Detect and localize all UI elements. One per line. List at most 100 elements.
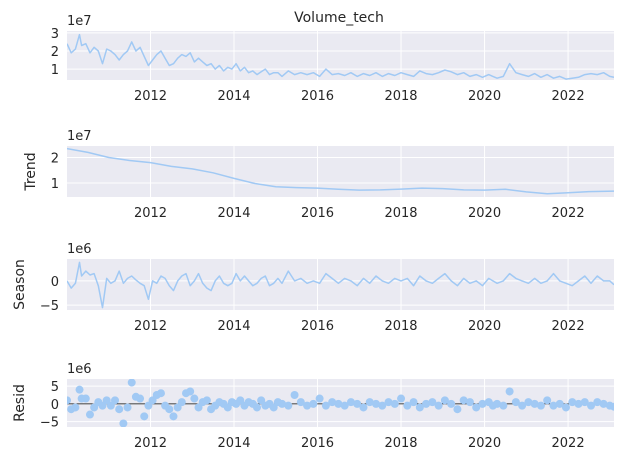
resid-point (459, 396, 468, 405)
resid-point (472, 403, 481, 412)
series-observed (67, 33, 614, 80)
x-tick-label: 2012 (134, 206, 167, 221)
resid-point (328, 398, 337, 407)
resid-point (384, 398, 393, 407)
plot-area-trend (67, 146, 614, 197)
x-tick-label: 2016 (301, 89, 334, 104)
resid-point (434, 401, 443, 410)
y-tick-label: 2 (51, 151, 59, 166)
resid-point (315, 394, 324, 403)
resid-point (290, 391, 299, 399)
resid-point (303, 401, 312, 410)
resid-point (278, 399, 287, 408)
y-tick-label: 0 (51, 398, 59, 413)
resid-point (440, 396, 449, 405)
series-seasonal (67, 261, 614, 309)
x-tick-label: 2022 (552, 206, 585, 221)
x-tick-label: 2020 (468, 89, 501, 104)
x-tick-label: 2014 (217, 436, 250, 451)
resid-point (536, 401, 545, 410)
resid-point (409, 398, 418, 407)
resid-point (610, 402, 614, 411)
x-tick-label: 2016 (301, 206, 334, 221)
resid-point (123, 403, 132, 412)
resid-point (543, 396, 552, 405)
x-tick-label: 2020 (468, 206, 501, 221)
x-tick-label: 2022 (552, 319, 585, 334)
resid-point (447, 399, 456, 408)
series-line-seasonal (67, 261, 614, 309)
x-tick-label: 2020 (468, 436, 501, 451)
offset-label: 1e7 (67, 14, 92, 29)
resid-point (346, 398, 355, 407)
x-tick-label: 2018 (384, 89, 417, 104)
resid-point (465, 398, 474, 407)
resid-point (478, 399, 487, 408)
chart-title: Volume_tech (294, 10, 384, 26)
resid-point (511, 398, 520, 407)
resid-point (371, 399, 380, 408)
series-resid (67, 379, 614, 427)
y-tick-label: −5 (40, 416, 59, 431)
resid-point (580, 398, 589, 407)
resid-point (296, 398, 305, 407)
y-axis-label: Trend (23, 152, 39, 191)
x-tick-label: 2012 (134, 89, 167, 104)
y-tick-label: 2 (51, 45, 59, 60)
x-tick-label: 2022 (552, 436, 585, 451)
resid-point (67, 396, 71, 405)
resid-point (309, 399, 318, 408)
y-tick-label: 5 (51, 380, 59, 395)
x-tick-label: 2014 (217, 319, 250, 334)
resid-point (587, 401, 596, 410)
resid-point (115, 405, 124, 414)
resid-point (428, 398, 437, 407)
resid-point (136, 394, 145, 403)
x-tick-label: 2022 (552, 89, 585, 104)
resid-point (397, 394, 406, 403)
resid-point (202, 396, 211, 405)
x-tick-label: 2020 (468, 319, 501, 334)
offset-label: 1e6 (67, 242, 92, 257)
resid-point (524, 398, 533, 407)
resid-point (568, 398, 577, 407)
panel-trend: 1 2 1e7 Trend 2012 2014 2016 2018 2020 2022 (23, 129, 614, 221)
resid-point (111, 396, 120, 405)
resid-point (505, 387, 514, 396)
y-axis-label: Season (12, 259, 28, 310)
resid-point (493, 399, 502, 408)
y-axis-label: Resid (12, 384, 28, 422)
resid-point (415, 403, 424, 412)
resid-point (284, 401, 293, 410)
panel-seasonal: −5 0 1e6 Season 2012 2014 2016 2018 2020 2022 (12, 242, 614, 334)
resid-point (340, 401, 349, 410)
resid-point (549, 401, 558, 410)
y-tick-label: 3 (51, 27, 59, 42)
x-tick-label: 2016 (301, 436, 334, 451)
resid-point (599, 399, 608, 408)
resid-point (190, 394, 199, 403)
resid-point (365, 398, 374, 407)
y-tick-label: 1 (51, 177, 59, 192)
x-tick-label: 2014 (217, 206, 250, 221)
series-trend (67, 147, 614, 195)
offset-label: 1e6 (67, 362, 92, 377)
resid-point (156, 389, 165, 398)
resid-point (390, 399, 399, 408)
plot-area-seasonal (67, 259, 614, 310)
resid-point (165, 405, 174, 414)
resid-point (574, 399, 583, 408)
x-tick-label: 2016 (301, 319, 334, 334)
resid-point (518, 401, 527, 410)
resid-point (353, 399, 362, 408)
resid-point (81, 394, 90, 403)
series-line-observed (67, 33, 614, 80)
resid-point (119, 419, 128, 427)
x-tick-label: 2018 (384, 319, 417, 334)
plot-area-observed (67, 31, 614, 80)
resid-point (252, 403, 261, 412)
resid-point (593, 398, 602, 407)
resid-point (75, 385, 84, 394)
panel-resid: −5 0 5 1e6 Resid 2012 2014 2016 2018 2020 2022 (12, 362, 614, 451)
